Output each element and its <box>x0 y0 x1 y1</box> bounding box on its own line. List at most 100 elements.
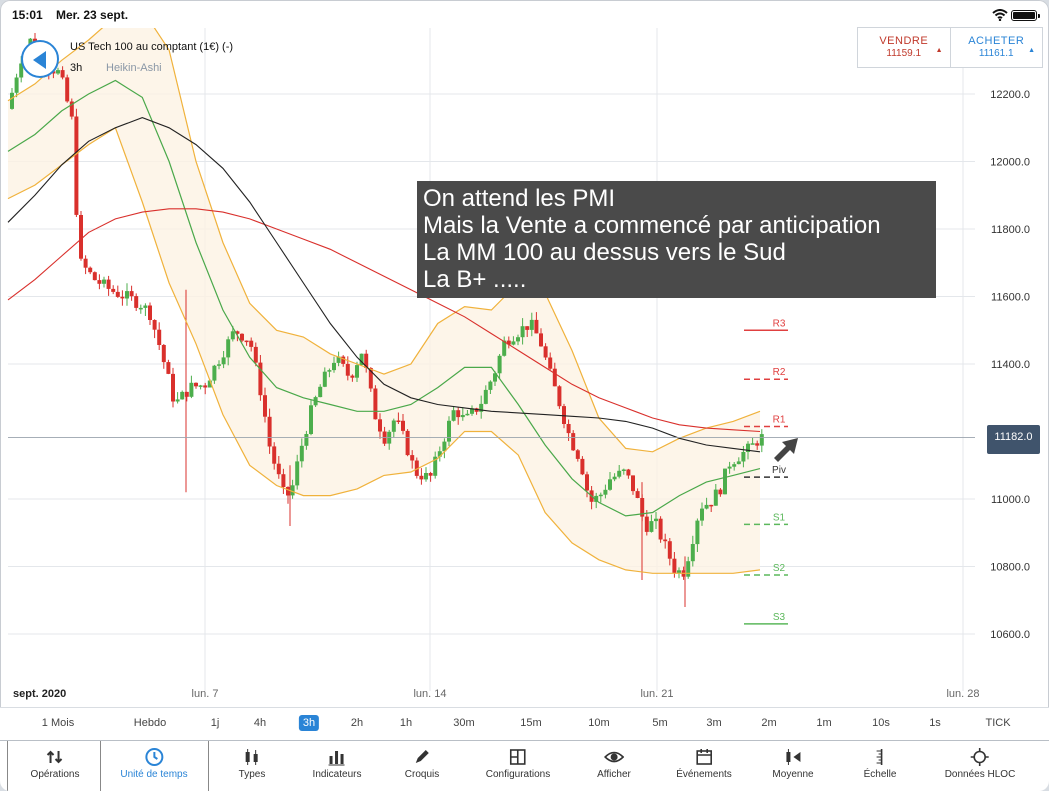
trade-panel: VENDRE 11159.1 ▲ ACHETER 11161.1 ▲ <box>857 27 1043 68</box>
y-tick-label: 11800.0 <box>991 224 1030 236</box>
period-option-1m[interactable]: 1m <box>816 717 832 729</box>
candle-body <box>355 365 359 378</box>
tool-operations-button[interactable]: Opérations <box>31 741 79 791</box>
candle-body <box>295 461 300 486</box>
candle-body <box>419 475 424 480</box>
period-option-10s[interactable]: 10s <box>872 717 890 729</box>
tool-types-button[interactable]: Types <box>239 741 265 791</box>
candle-body <box>608 479 612 490</box>
candle-body <box>217 364 221 366</box>
candle-body <box>79 215 83 259</box>
candle-body <box>290 485 295 496</box>
candle-body <box>732 464 737 467</box>
candle-body <box>451 410 456 421</box>
candle-body <box>83 258 88 268</box>
layout-icon <box>510 749 526 765</box>
tool-display-button[interactable]: Afficher <box>597 741 631 791</box>
annotation-text-box[interactable]: On attend les PMI Mais la Vente a commen… <box>417 181 936 298</box>
chart-type-label: Heikin-Ashi <box>106 62 162 74</box>
candle-body <box>447 420 451 442</box>
tool-indicators-button[interactable]: Indicateurs <box>313 741 361 791</box>
candle-body <box>180 391 185 400</box>
candle-body <box>566 424 571 434</box>
candle-body <box>442 441 447 452</box>
candle-body <box>19 63 24 78</box>
candle-body <box>189 382 194 397</box>
y-tick-label: 10600.0 <box>990 629 1030 641</box>
triangle-up-icon: ▲ <box>935 47 943 54</box>
pivot-label-piv: Piv <box>772 465 786 476</box>
period-option-tick[interactable]: TICK <box>985 717 1011 729</box>
tool-hloc-button[interactable]: Données HLOC <box>945 741 1015 791</box>
candle-body <box>529 319 534 330</box>
candle-body <box>341 356 346 364</box>
candle-body <box>713 489 718 506</box>
toolbar-label: Échelle <box>863 769 897 780</box>
candle-body <box>575 450 580 459</box>
candle-body <box>143 305 148 308</box>
candle-body <box>470 408 474 414</box>
x-tick-label: sept. 2020 <box>13 688 66 700</box>
candle-body <box>244 340 249 343</box>
candle-body <box>460 415 465 418</box>
x-tick-label: lun. 14 <box>413 688 446 700</box>
period-option-10m[interactable]: 10m <box>588 717 610 729</box>
period-option-2h[interactable]: 2h <box>350 717 364 729</box>
candle-body <box>92 272 97 281</box>
tool-events-button[interactable]: Événements <box>676 741 732 791</box>
candle-body <box>580 458 585 475</box>
candle-body <box>594 495 599 502</box>
candle-body <box>309 405 313 434</box>
candle-body <box>364 353 369 368</box>
price-chart[interactable]: R3 R2 R1 Piv S1 S2 S3 12200.0 12000.0 11800.0 1160… <box>0 28 1049 707</box>
period-option-3m[interactable]: 3m <box>706 717 722 729</box>
period-option-3h[interactable]: 3h <box>298 715 320 731</box>
back-button[interactable] <box>21 40 59 78</box>
sell-button[interactable]: VENDRE 11159.1 ▲ <box>858 28 950 67</box>
candle-body <box>286 487 290 496</box>
period-option-4h[interactable]: 4h <box>253 717 267 729</box>
candle-body <box>727 466 732 469</box>
bar-chart-icon <box>328 751 345 766</box>
candle-body <box>483 389 488 404</box>
candle-body <box>488 381 493 390</box>
pivot-label-s2: S2 <box>773 563 786 574</box>
tool-configs-button[interactable]: Configurations <box>486 741 550 791</box>
tool-average-button[interactable]: Moyenne <box>772 741 814 791</box>
period-option-2m[interactable]: 2m <box>761 717 777 729</box>
candle-body <box>718 489 723 495</box>
tool-sketch-button[interactable]: Croquis <box>405 741 439 791</box>
candle-body <box>709 504 714 507</box>
period-option-1h[interactable]: 1h <box>399 717 413 729</box>
candle-body <box>322 371 327 387</box>
candle-body <box>686 561 691 577</box>
y-tick-label: 11400.0 <box>991 359 1030 371</box>
candle-body <box>502 340 507 356</box>
moving-average-black-line <box>7 117 761 453</box>
period-option-1s[interactable]: 1s <box>929 717 941 729</box>
candle-body <box>263 395 267 417</box>
candle-body <box>74 116 79 215</box>
pivot-label-r3: R3 <box>773 318 786 329</box>
candle-body <box>617 470 622 477</box>
period-option-1j[interactable]: 1j <box>210 717 220 729</box>
candle-body <box>161 345 166 363</box>
candle-body <box>373 388 378 420</box>
tool-scale-button[interactable]: Échelle <box>863 741 897 791</box>
buy-button[interactable]: ACHETER 11161.1 ▲ <box>949 28 1043 67</box>
candle-body <box>433 456 438 476</box>
annotation-line: La MM 100 au dessus vers le Sud <box>423 239 786 266</box>
candle-body <box>479 403 484 412</box>
candle-body <box>525 326 530 330</box>
buy-price: 11161.1 <box>978 48 1014 59</box>
period-option-30m[interactable]: 30m <box>453 717 475 729</box>
period-option-15m[interactable]: 15m <box>520 717 542 729</box>
bollinger-mid-line <box>7 79 761 517</box>
period-option-hebdo[interactable]: Hebdo <box>133 717 167 729</box>
period-option-5m[interactable]: 5m <box>652 717 668 729</box>
tool-timeunit-button[interactable]: Unité de temps <box>120 741 188 791</box>
candle-body <box>221 357 226 365</box>
pivot-label-s3: S3 <box>773 612 786 623</box>
period-option-1-mois[interactable]: 1 Mois <box>41 717 75 729</box>
